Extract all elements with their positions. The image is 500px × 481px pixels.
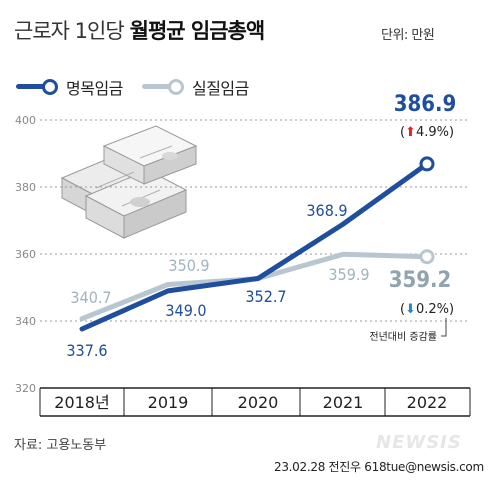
data-labels: 337.6 349.0 352.7 368.9 386.9 340.7 350.9 359.9… bbox=[66, 92, 456, 360]
change-annotations: (⬆4.9%) (⬇0.2%) 전년대비 증감률 bbox=[369, 125, 454, 343]
ytick-label-340: 340 bbox=[15, 315, 36, 328]
chart-legend: 명목임금 실질임금 bbox=[16, 75, 263, 99]
label-nominal-3: 368.9 bbox=[306, 201, 347, 220]
legend-item-real: 실질임금 bbox=[141, 75, 249, 99]
ytick-label-400: 400 bbox=[15, 114, 36, 127]
source-note: 자료: 고용노동부 bbox=[14, 438, 107, 453]
x-axis: 2018년 2019 2020 2021 2022 bbox=[39, 387, 471, 417]
credit-line: 23.02.28 전진우 618tue@newsis.com bbox=[274, 460, 484, 474]
x-tick-label-1: 2019 bbox=[148, 393, 189, 412]
newsis-watermark: NEWSIS bbox=[376, 432, 462, 453]
x-tick-label-3: 2021 bbox=[323, 393, 364, 412]
annotation-bracket bbox=[441, 318, 447, 337]
unit-label: 단위: 만원 bbox=[381, 28, 435, 43]
chart-header: 근로자 1인당 월평균 임금총액 단위: 만원 bbox=[0, 0, 500, 70]
label-real-3: 359.9 bbox=[328, 265, 369, 284]
x-tick-label-2: 2020 bbox=[238, 393, 279, 412]
label-nominal-1: 349.0 bbox=[165, 301, 206, 320]
legend-label-real: 실질임금 bbox=[191, 79, 249, 98]
money-stack-illustration bbox=[60, 125, 198, 239]
legend-swatch-nominal bbox=[16, 77, 60, 97]
title-bold: 월평균 임금총액 bbox=[129, 19, 266, 43]
label-real-4: 359.2 bbox=[389, 268, 452, 293]
chart-title: 근로자 1인당 월평균 임금총액 bbox=[14, 19, 266, 43]
label-nominal-0: 337.6 bbox=[66, 341, 107, 360]
x-tick-label-4: 2022 bbox=[407, 393, 448, 412]
ytick-label-380: 380 bbox=[15, 181, 36, 194]
x-tick-label-0: 2018년 bbox=[54, 393, 109, 412]
y-axis-ticks: 320 340 360 380 400 bbox=[15, 114, 36, 395]
title-light: 근로자 1인당 bbox=[14, 19, 125, 43]
legend-swatch-real bbox=[141, 77, 186, 97]
end-marker-real bbox=[419, 249, 435, 265]
annotation-nominal-change: (⬆4.9%) bbox=[400, 125, 454, 140]
ytick-label-360: 360 bbox=[15, 248, 36, 261]
end-marker-nominal bbox=[419, 156, 435, 172]
label-real-1: 350.9 bbox=[168, 256, 209, 275]
label-real-0: 340.7 bbox=[70, 288, 111, 307]
ytick-label-320: 320 bbox=[15, 382, 36, 395]
annotation-real-change: (⬇0.2%) bbox=[400, 302, 454, 317]
y-grid bbox=[40, 119, 470, 322]
label-nominal-2: 352.7 bbox=[245, 287, 286, 306]
label-nominal-4: 386.9 bbox=[394, 92, 457, 117]
annotation-note: 전년대비 증감률 bbox=[369, 331, 437, 343]
legend-label-nominal: 명목임금 bbox=[66, 79, 123, 98]
series-line-nominal bbox=[79, 161, 430, 332]
legend-item-nominal: 명목임금 bbox=[16, 75, 123, 99]
series-lines bbox=[79, 156, 435, 332]
